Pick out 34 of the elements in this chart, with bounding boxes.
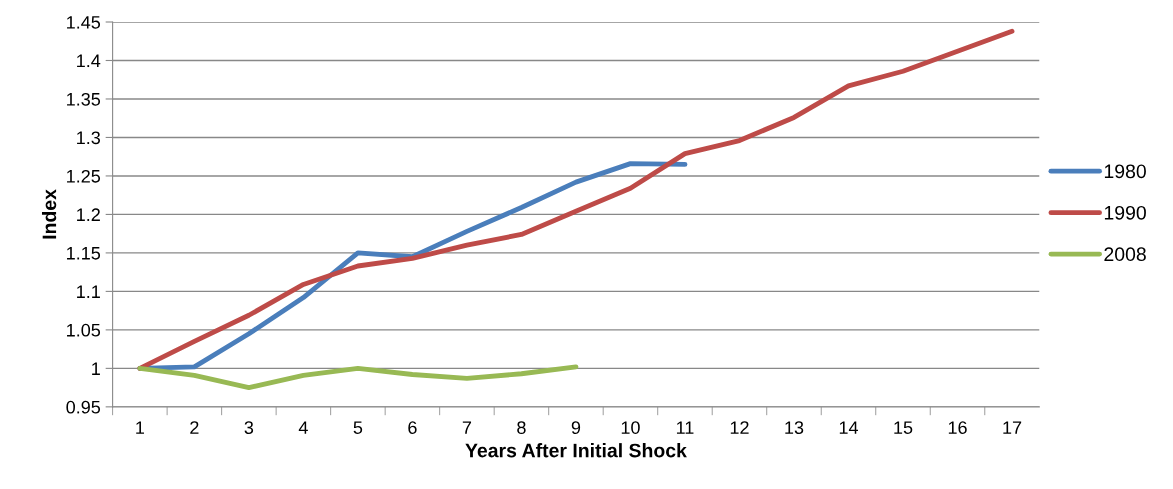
x-tick-label: 4 [298, 421, 308, 434]
y-tick-label: 1.45 [67, 16, 101, 29]
x-tick-label: 2 [190, 421, 199, 434]
y-tick-label: 1.15 [67, 247, 101, 260]
x-tick-label: 8 [517, 421, 526, 434]
x-tick-label: 14 [839, 421, 859, 434]
x-tick-label: 15 [894, 421, 913, 434]
x-axis-title: Years After Initial Shock [465, 443, 687, 458]
x-tick-label: 16 [948, 421, 967, 434]
x-tick-label: 13 [785, 421, 804, 434]
y-axis-title: Index [41, 189, 57, 239]
y-tick-label: 1.25 [67, 169, 101, 183]
x-tick-label: 5 [353, 421, 363, 434]
y-tick-label: 1.05 [67, 323, 101, 337]
legend-label: 1980 [1104, 164, 1146, 179]
x-tick-label: 3 [244, 421, 254, 434]
legend-label: 2008 [1104, 247, 1146, 262]
y-tick-label: 1.35 [67, 92, 101, 106]
x-tick-label: 11 [676, 421, 694, 434]
y-tick-label: 1 [92, 362, 100, 375]
x-tick-label: 12 [730, 421, 749, 434]
x-tick-label: 7 [462, 421, 472, 434]
y-tick-label: 1.4 [77, 54, 101, 68]
line-series [137, 364, 579, 391]
x-tick-label: 9 [571, 421, 581, 434]
y-tick-label: 1.2 [77, 208, 100, 221]
x-tick-label: 6 [408, 421, 417, 434]
y-tick-label: 1.1 [77, 285, 100, 298]
y-tick-label: 0.95 [66, 400, 101, 414]
x-tick-label: 17 [1003, 421, 1022, 434]
x-tick-label: 1 [136, 421, 144, 434]
legend-label: 1990 [1104, 205, 1146, 220]
x-tick-label: 10 [621, 421, 640, 434]
y-tick-label: 1.3 [77, 131, 101, 145]
